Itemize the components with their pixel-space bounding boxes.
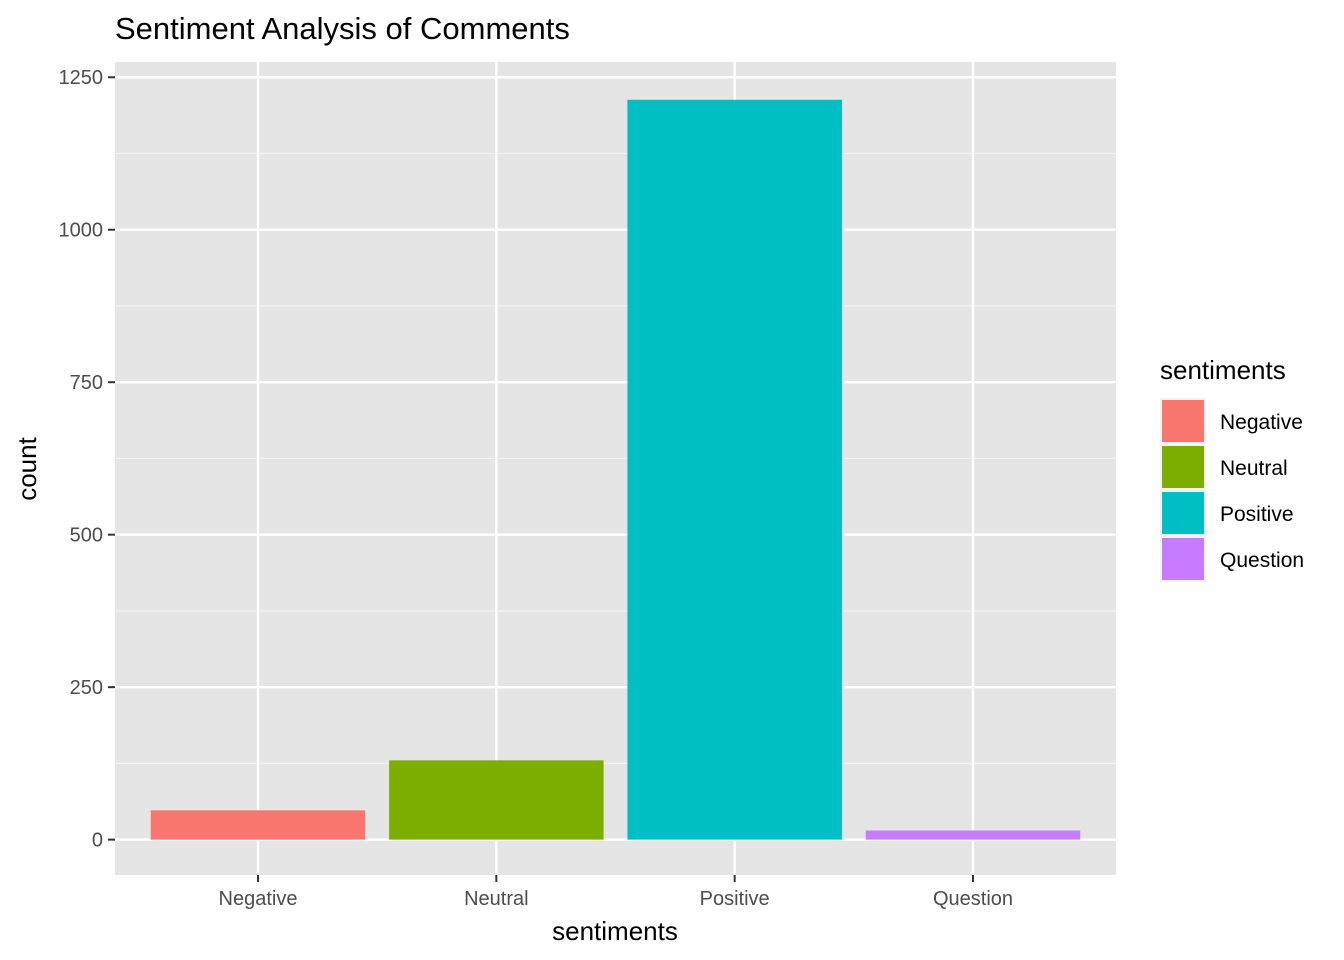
x-tick-label: Positive bbox=[700, 888, 770, 910]
y-tick-label: 0 bbox=[92, 830, 103, 852]
x-axis-title: sentiments bbox=[552, 916, 678, 946]
legend-swatch bbox=[1162, 538, 1204, 580]
legend-label: Question bbox=[1220, 549, 1304, 572]
legend-swatch bbox=[1162, 446, 1204, 488]
legend-label: Positive bbox=[1220, 503, 1294, 526]
bar-negative bbox=[150, 810, 366, 840]
legend-items: Negative Neutral Positive Question bbox=[1160, 398, 1304, 582]
legend: sentiments Negative Neutral Positive Questi… bbox=[1160, 355, 1304, 582]
bars bbox=[150, 99, 1081, 840]
y-axis-title: count bbox=[12, 436, 42, 500]
x-tick-label: Neutral bbox=[464, 888, 528, 910]
bar-neutral bbox=[389, 760, 604, 840]
chart-title: Sentiment Analysis of Comments bbox=[115, 11, 570, 46]
bar-positive bbox=[627, 99, 842, 840]
y-tick-label: 1250 bbox=[59, 67, 104, 89]
y-tick-label: 500 bbox=[70, 525, 103, 547]
legend-label: Neutral bbox=[1220, 457, 1288, 480]
y-axis: 0 250 500 750 1000 1250 bbox=[59, 67, 115, 852]
legend-swatch bbox=[1162, 400, 1204, 442]
y-tick-label: 750 bbox=[70, 372, 103, 394]
y-tick-label: 1000 bbox=[59, 220, 104, 242]
plot-panel bbox=[115, 62, 1116, 875]
x-tick-label: Question bbox=[933, 888, 1013, 910]
legend-label: Negative bbox=[1220, 411, 1303, 434]
y-tick-label: 250 bbox=[70, 677, 103, 699]
x-tick-label: Negative bbox=[219, 888, 298, 910]
legend-title: sentiments bbox=[1160, 355, 1286, 385]
bar-question bbox=[865, 830, 1081, 840]
x-axis: Negative Neutral Positive Question bbox=[219, 875, 1013, 910]
legend-swatch bbox=[1162, 492, 1204, 534]
